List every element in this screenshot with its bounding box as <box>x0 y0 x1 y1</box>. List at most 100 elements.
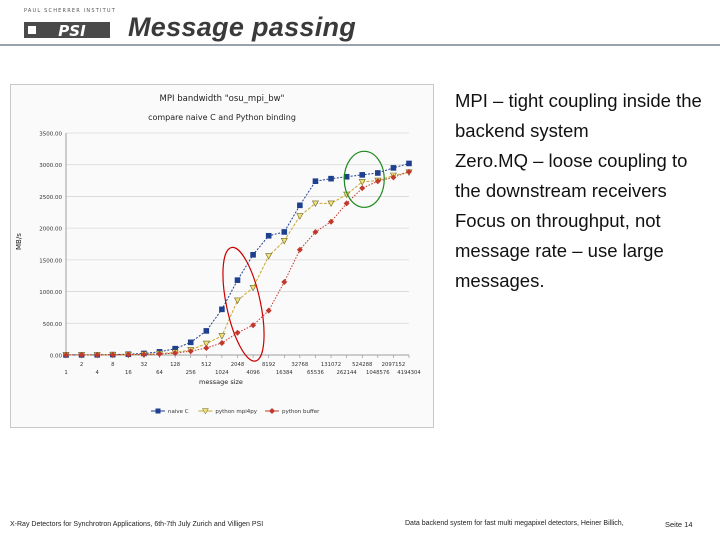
data-point-python-mpi4py <box>358 179 366 186</box>
legend-label: naive C <box>168 409 189 415</box>
data-point-python-buffer <box>218 339 225 346</box>
x-tick-label: 16384 <box>276 370 293 376</box>
psi-logo: PAUL SCHERRER INSTITUT PSI <box>24 8 116 44</box>
data-point-python-mpi4py <box>218 333 226 340</box>
y-tick-label: 500.00 <box>43 322 63 328</box>
chart-title: MPI bandwidth "osu_mpi_bw" <box>160 94 285 104</box>
data-point-naive-c <box>375 170 381 176</box>
mpi-bandwidth-chart: MPI bandwidth "osu_mpi_bw" compare naive… <box>10 84 434 428</box>
x-tick-label: 16 <box>125 370 132 376</box>
chart-annotations <box>222 150 385 362</box>
legend-label: python mpi4py <box>215 409 257 415</box>
data-point-python-mpi4py <box>311 200 319 208</box>
data-point-python-mpi4py <box>265 253 273 260</box>
annotation-ellipse-red <box>222 246 265 362</box>
slide-title: Message passing <box>128 12 357 42</box>
x-tick-label: 131072 <box>321 362 341 368</box>
data-point-python-buffer <box>156 351 163 358</box>
x-tick-label: 2097152 <box>382 362 406 368</box>
footer-conference: X-Ray Detectors for Synchrotron Applicat… <box>10 521 264 528</box>
chart-canvas: MPI bandwidth "osu_mpi_bw" compare naive… <box>15 94 421 415</box>
y-tick-label: 1000.00 <box>39 290 62 296</box>
data-point-python-buffer <box>63 351 69 358</box>
data-point-python-buffer <box>312 228 319 235</box>
footer-page-number: Seite 14 <box>665 520 693 529</box>
data-point-naive-c <box>265 232 272 239</box>
x-tick-label: 256 <box>186 370 197 376</box>
y-tick-label: 3000.00 <box>39 163 62 169</box>
data-point-python-buffer <box>140 351 147 358</box>
data-point-naive-c <box>281 229 288 235</box>
x-tick-label: 2 <box>80 362 83 368</box>
data-point-naive-c <box>203 328 210 334</box>
logo-institute-text: PAUL SCHERRER INSTITUT <box>24 8 116 14</box>
data-point-naive-c <box>343 173 350 180</box>
x-tick-label: 128 <box>170 362 181 368</box>
data-point-naive-c <box>234 277 241 283</box>
legend-label: python buffer <box>282 409 320 415</box>
data-point-python-buffer <box>296 246 303 253</box>
series-line-2 <box>66 171 410 356</box>
legend-marker <box>155 408 161 414</box>
annotation-ellipse-green <box>343 150 385 208</box>
data-point-python-mpi4py <box>233 297 242 305</box>
chart-y-axis-label: MB/s <box>15 233 23 250</box>
chart-x-axis-label: message size <box>199 378 243 386</box>
data-point-python-buffer <box>374 178 381 185</box>
chart-legend: naive C python mpi4py python buffer <box>151 408 320 415</box>
data-point-python-buffer <box>172 350 179 357</box>
chart-series <box>62 160 413 359</box>
data-point-python-mpi4py <box>202 340 210 348</box>
x-tick-label: 524288 <box>352 362 373 368</box>
x-tick-label: 4194304 <box>397 370 421 376</box>
x-tick-label: 262144 <box>337 370 358 376</box>
title-divider <box>0 44 720 46</box>
footer-talk-title: Data backend system for fast multi megap… <box>405 520 624 527</box>
y-tick-label: 0.00 <box>50 354 63 360</box>
psi-logo-mark: PSI <box>24 22 110 40</box>
data-point-python-buffer <box>78 351 85 358</box>
x-tick-label: 4096 <box>246 370 260 376</box>
bullet-list: MPI – tight coupling inside the backend … <box>455 86 710 296</box>
data-point-naive-c <box>359 172 366 178</box>
data-point-python-buffer <box>109 351 116 358</box>
logo-mark-text: PSI <box>58 22 86 40</box>
data-point-python-mpi4py <box>249 284 257 292</box>
chart-ticks: 0.00 500.00 1000.00 1500.00 2000.00 2500.00 30… <box>39 132 421 377</box>
data-point-python-buffer <box>390 174 397 181</box>
data-point-naive-c <box>312 178 319 185</box>
data-point-python-buffer <box>234 329 241 336</box>
data-point-python-buffer <box>406 168 412 175</box>
x-tick-label: 32768 <box>291 362 308 368</box>
y-tick-label: 2000.00 <box>39 227 62 233</box>
y-tick-label: 3500.00 <box>39 132 62 138</box>
data-point-python-mpi4py <box>280 238 288 245</box>
series-line-0 <box>65 162 410 356</box>
bullet-zeromq: Zero.MQ – loose coupling to the downstre… <box>455 150 688 201</box>
data-point-naive-c <box>328 175 334 182</box>
data-point-python-buffer <box>265 307 272 314</box>
chart-subtitle: compare naive C and Python binding <box>148 113 296 122</box>
data-point-naive-c <box>250 251 256 258</box>
x-tick-label: 4 <box>95 370 99 376</box>
y-tick-label: 1500.00 <box>39 258 62 264</box>
data-point-python-buffer <box>343 200 350 207</box>
data-point-naive-c <box>297 202 303 209</box>
legend-marker <box>269 408 275 414</box>
x-tick-label: 8 <box>111 362 115 368</box>
x-tick-label: 2048 <box>231 362 245 368</box>
x-tick-label: 1 <box>64 370 67 376</box>
data-point-python-buffer <box>281 279 288 286</box>
data-point-python-mpi4py <box>296 213 304 220</box>
x-tick-label: 32 <box>141 362 148 368</box>
data-point-python-buffer <box>250 322 257 329</box>
x-tick-label: 65536 <box>307 370 324 376</box>
data-point-naive-c <box>406 160 412 167</box>
data-point-naive-c <box>187 339 194 346</box>
y-tick-label: 2500.00 <box>39 195 62 201</box>
x-tick-label: 64 <box>156 370 163 376</box>
data-point-python-buffer <box>328 218 335 225</box>
x-tick-label: 512 <box>201 362 211 368</box>
x-tick-label: 1048576 <box>366 370 390 376</box>
data-point-python-buffer <box>203 345 210 352</box>
